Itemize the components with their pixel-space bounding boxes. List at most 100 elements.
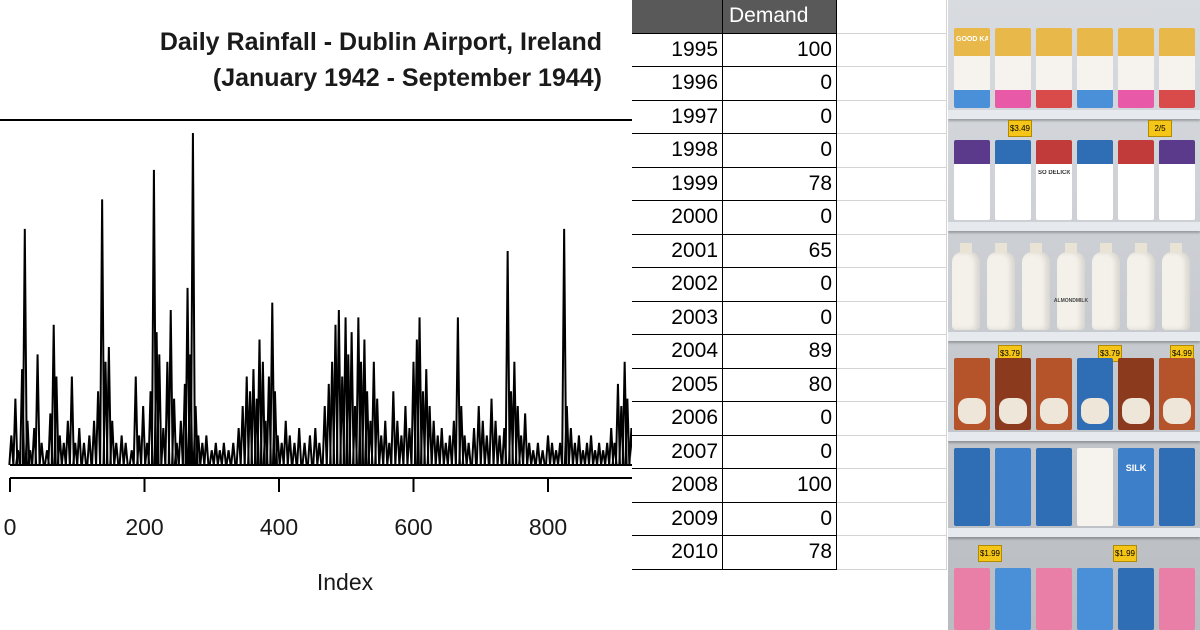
empty-cell[interactable] xyxy=(836,200,947,235)
year-cell[interactable]: 2001 xyxy=(632,234,723,268)
year-cell[interactable]: 2002 xyxy=(632,267,723,302)
empty-cell[interactable] xyxy=(836,301,947,335)
demand-cell[interactable]: 89 xyxy=(722,334,837,369)
table-row: 2003 0 xyxy=(632,301,947,335)
empty-cell[interactable] xyxy=(836,133,947,168)
empty-cell[interactable] xyxy=(836,100,947,134)
data-spike xyxy=(60,442,67,466)
empty-cell[interactable] xyxy=(836,267,947,302)
demand-cell[interactable]: 0 xyxy=(722,502,837,536)
year-cell[interactable]: 1999 xyxy=(632,167,723,201)
data-spike xyxy=(579,450,586,466)
data-spike xyxy=(230,442,237,466)
empty-cell[interactable] xyxy=(836,401,947,436)
data-spike xyxy=(177,420,184,466)
data-spike xyxy=(80,442,87,466)
demand-cell[interactable]: 0 xyxy=(722,435,837,469)
demand-cell[interactable]: 65 xyxy=(722,234,837,268)
data-spike xyxy=(364,391,371,466)
x-axis-label: Index xyxy=(317,569,374,595)
year-cell[interactable]: 1998 xyxy=(632,133,723,168)
demand-cell[interactable]: 100 xyxy=(722,33,837,67)
demand-cell[interactable]: 0 xyxy=(722,301,837,335)
demand-cell[interactable]: 0 xyxy=(722,66,837,101)
x-tick-label: 200 xyxy=(125,514,163,540)
data-spike xyxy=(434,435,441,466)
data-spike xyxy=(530,450,537,466)
silk-carton xyxy=(1036,448,1072,526)
demand-cell[interactable]: 0 xyxy=(722,267,837,302)
data-spike xyxy=(504,251,511,466)
silk-carton: SILK xyxy=(1118,448,1154,526)
data-spike xyxy=(208,450,215,466)
carton-bottom-band xyxy=(1159,90,1195,108)
demand-cell[interactable]: 0 xyxy=(722,133,837,168)
data-spike xyxy=(492,420,499,466)
silk-carton xyxy=(995,448,1031,526)
empty-cell[interactable] xyxy=(836,535,947,570)
data-spike xyxy=(173,442,180,466)
demand-cell[interactable]: 78 xyxy=(722,167,837,201)
demand-cell[interactable]: 0 xyxy=(722,100,837,134)
empty-cell[interactable] xyxy=(836,0,947,34)
year-cell[interactable]: 2009 xyxy=(632,502,723,536)
data-spike xyxy=(438,428,445,466)
carton-top-band xyxy=(954,140,990,164)
year-cell[interactable]: 1996 xyxy=(632,66,723,101)
empty-cell[interactable] xyxy=(836,66,947,101)
year-cell[interactable]: 1997 xyxy=(632,100,723,134)
carton-bottom-band xyxy=(1118,90,1154,108)
table-row: 2008 100 xyxy=(632,468,947,503)
empty-cell[interactable] xyxy=(836,167,947,201)
coconut-milk-carton xyxy=(995,140,1031,220)
empty-cell[interactable] xyxy=(836,435,947,469)
data-spike xyxy=(518,435,525,466)
data-spike xyxy=(534,442,541,466)
coconut-milk-carton xyxy=(954,140,990,220)
empty-cell[interactable] xyxy=(836,33,947,67)
data-spike xyxy=(24,420,31,466)
year-cell[interactable]: 2006 xyxy=(632,401,723,436)
empty-cell[interactable] xyxy=(836,502,947,536)
data-spike xyxy=(488,398,495,466)
data-spike xyxy=(91,420,98,466)
carton-image xyxy=(958,398,986,424)
empty-cell[interactable] xyxy=(836,334,947,369)
demand-cell[interactable]: 0 xyxy=(722,401,837,436)
data-spike xyxy=(34,354,41,466)
header-demand-cell[interactable]: Demand xyxy=(722,0,837,34)
demand-cell[interactable]: 0 xyxy=(722,200,837,235)
carton-image xyxy=(1040,398,1068,424)
carton-image xyxy=(1163,398,1191,424)
year-cell[interactable]: 1995 xyxy=(632,33,723,67)
demand-cell[interactable]: 78 xyxy=(722,535,837,570)
empty-cell[interactable] xyxy=(836,368,947,402)
demand-cell[interactable]: 100 xyxy=(722,468,837,503)
data-spike xyxy=(113,442,120,466)
year-cell[interactable]: 2005 xyxy=(632,368,723,402)
table-row: 2002 0 xyxy=(632,267,947,302)
header-year-cell[interactable] xyxy=(632,0,723,34)
data-spike xyxy=(465,442,472,466)
data-spike xyxy=(109,420,116,466)
carton-top-band xyxy=(1077,28,1113,56)
empty-cell[interactable] xyxy=(836,468,947,503)
data-spike xyxy=(426,405,433,466)
empty-cell[interactable] xyxy=(836,234,947,268)
year-cell[interactable]: 2003 xyxy=(632,301,723,335)
data-spike xyxy=(483,435,490,466)
year-cell[interactable]: 2008 xyxy=(632,468,723,503)
data-spike xyxy=(628,428,632,466)
year-cell[interactable]: 2004 xyxy=(632,334,723,369)
year-cell[interactable]: 2007 xyxy=(632,435,723,469)
year-cell[interactable]: 2010 xyxy=(632,535,723,570)
data-spike xyxy=(454,317,461,466)
data-spike xyxy=(604,442,611,466)
table-row: 1999 78 xyxy=(632,167,947,201)
demand-cell[interactable]: 80 xyxy=(722,368,837,402)
year-cell[interactable]: 2000 xyxy=(632,200,723,235)
data-spike xyxy=(416,317,423,466)
shelf-edge xyxy=(948,110,1200,119)
data-spike xyxy=(220,442,227,466)
almond-milk-carton xyxy=(1036,568,1072,630)
